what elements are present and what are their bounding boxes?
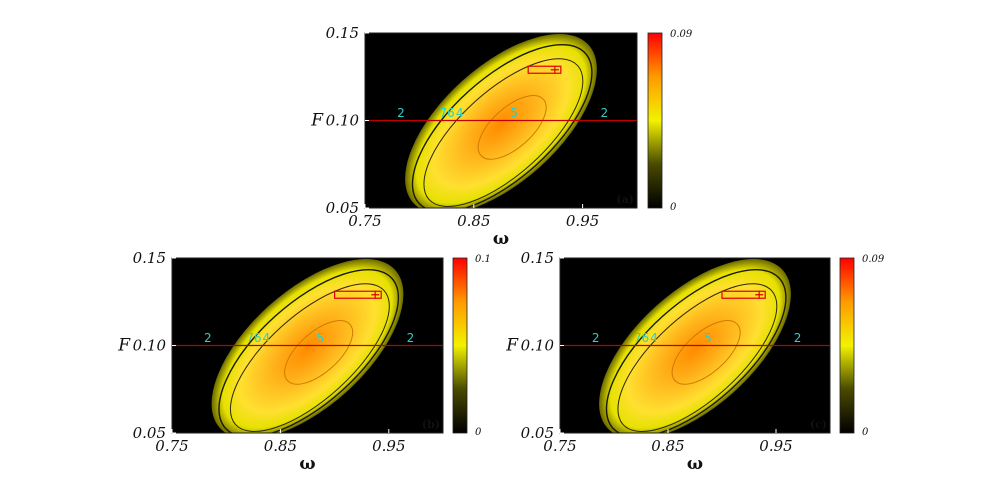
period-label: 2 [601, 106, 609, 120]
heatmap-region [599, 259, 791, 433]
x-axis-label: ω [493, 229, 509, 249]
period-label: 4 [650, 331, 658, 345]
x-tick-label: 0.95 [566, 212, 599, 230]
y-tick-label: 0.05 [133, 424, 166, 442]
panel-label: (c) [810, 418, 827, 431]
y-tick-label: 0.15 [326, 24, 359, 42]
heatmap-blob [211, 259, 404, 433]
region-marker [371, 290, 380, 299]
x-axis-label: ω [687, 454, 703, 474]
y-tick-label: 0.15 [521, 249, 554, 267]
period-label: 2 [204, 331, 212, 345]
resonance-curve [617, 283, 778, 432]
period-label: 5 [704, 331, 712, 345]
colorbar-min-label: 0 [670, 202, 677, 213]
colorbar [452, 257, 468, 434]
x-tick-label: 0.75 [543, 437, 576, 455]
y-axis-label: F [310, 111, 324, 131]
x-tick-label: 0.95 [372, 437, 405, 455]
region-marker [550, 65, 559, 74]
x-tick-label: 0.75 [348, 212, 381, 230]
y-tick-label: 0.05 [521, 424, 554, 442]
resonance-curve [411, 43, 593, 208]
x-tick-label: 0.95 [759, 437, 792, 455]
region-marker [755, 290, 764, 299]
heatmap-blob [599, 259, 791, 433]
resonance-curve [605, 268, 787, 433]
resonance-curve [229, 283, 390, 432]
heatmap-blob [405, 34, 597, 208]
resonance-curve [218, 268, 400, 433]
period-label: 6 [254, 331, 262, 345]
x-tick-label: 0.85 [264, 437, 297, 455]
region-box [334, 290, 382, 299]
colorbar [839, 257, 855, 434]
colorbar-max-label: 0.1 [475, 254, 491, 265]
heatmap-region [211, 259, 404, 433]
colorbar [647, 32, 663, 209]
panel-label: (a) [616, 193, 634, 206]
period-label: 2 [397, 106, 405, 120]
x-tick-label: 0.75 [155, 437, 188, 455]
period-label: 7 [440, 106, 448, 120]
resonance-curve [477, 95, 547, 160]
region-box [721, 290, 766, 299]
period-label: 5 [510, 106, 518, 120]
period-label: 6 [447, 106, 455, 120]
colorbar-min-label: 0 [475, 427, 482, 438]
x-axis-label: ω [299, 454, 315, 474]
panel-label: (b) [422, 418, 440, 431]
y-tick-label: 0.05 [326, 199, 359, 217]
y-tick-label: 0.15 [133, 249, 166, 267]
period-label: 5 [317, 331, 325, 345]
period-label: 2 [592, 331, 600, 345]
region-box [527, 65, 562, 74]
y-tick-label: 0.10 [133, 337, 167, 355]
period-label: 2 [407, 331, 415, 345]
period-label: 4 [456, 106, 464, 120]
period-label: 6 [641, 331, 649, 345]
panel-c: 2 7 6 4 5 2 (c) 0.75 0.85 0.95 0.05 0.10F 0.15 ω 0.09 0 [505, 249, 885, 474]
y-axis-label: F [117, 336, 131, 356]
panel-a: 2 7 6 4 5 2 (a) 0.75 0.85 0.95 0.05 0.10F 0.15 ω 0.09 0 [310, 24, 693, 249]
period-label: 4 [262, 331, 270, 345]
resonance-curve [284, 320, 354, 385]
heatmap-region [405, 34, 597, 208]
colorbar-min-label: 0 [862, 427, 869, 438]
period-label: 7 [246, 331, 254, 345]
resonance-curve [671, 320, 741, 385]
colorbar-max-label: 0.09 [670, 29, 693, 40]
period-label: 7 [634, 331, 642, 345]
y-axis-label: F [505, 336, 519, 356]
colorbar-max-label: 0.09 [862, 254, 885, 265]
x-tick-label: 0.85 [457, 212, 490, 230]
y-tick-label: 0.10 [521, 337, 555, 355]
x-tick-label: 0.85 [651, 437, 684, 455]
period-label: 2 [794, 331, 802, 345]
resonance-curve [423, 58, 584, 207]
y-tick-label: 0.10 [326, 112, 360, 130]
